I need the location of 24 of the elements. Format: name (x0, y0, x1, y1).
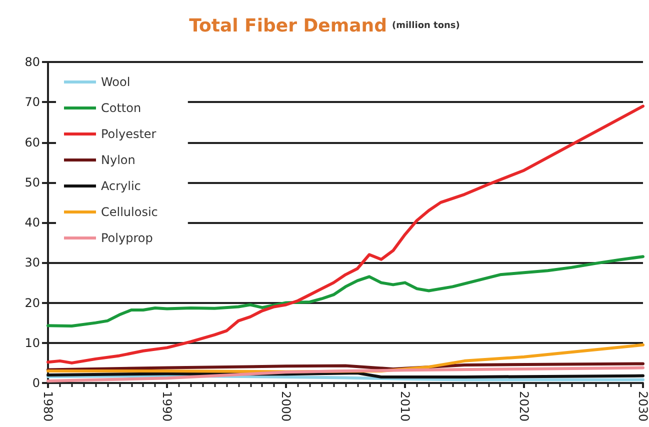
y-tick-label: 20 (24, 296, 40, 310)
x-tick-label: 2030 (636, 391, 649, 422)
legend-label: Polyester (101, 127, 156, 141)
chart-title: Total Fiber Demand (189, 16, 387, 36)
y-tick-label: 80 (24, 55, 40, 69)
y-tick-label: 0 (32, 376, 40, 390)
legend-label: Cellulosic (101, 205, 158, 219)
y-tick-label: 70 (24, 95, 40, 110)
x-tick-label: 1980 (41, 391, 55, 422)
x-tick-label: 2010 (398, 391, 412, 422)
legend-label: Acrylic (101, 179, 141, 193)
y-tick-label: 30 (24, 256, 40, 270)
y-tick-label: 10 (24, 336, 40, 350)
x-tick-label: 2020 (517, 391, 531, 422)
legend-label: Cotton (101, 101, 142, 115)
chart-subtitle: (million tons) (392, 21, 460, 31)
x-tick-label: 1990 (160, 391, 174, 422)
y-tick-label: 40 (24, 216, 40, 230)
x-tick-label: 2000 (279, 391, 293, 422)
y-tick-label: 50 (24, 175, 40, 190)
legend-label: Nylon (101, 153, 136, 167)
y-tick-label: 60 (24, 135, 40, 150)
legend-label: Polyprop (101, 231, 153, 245)
legend-label: Wool (101, 75, 130, 89)
